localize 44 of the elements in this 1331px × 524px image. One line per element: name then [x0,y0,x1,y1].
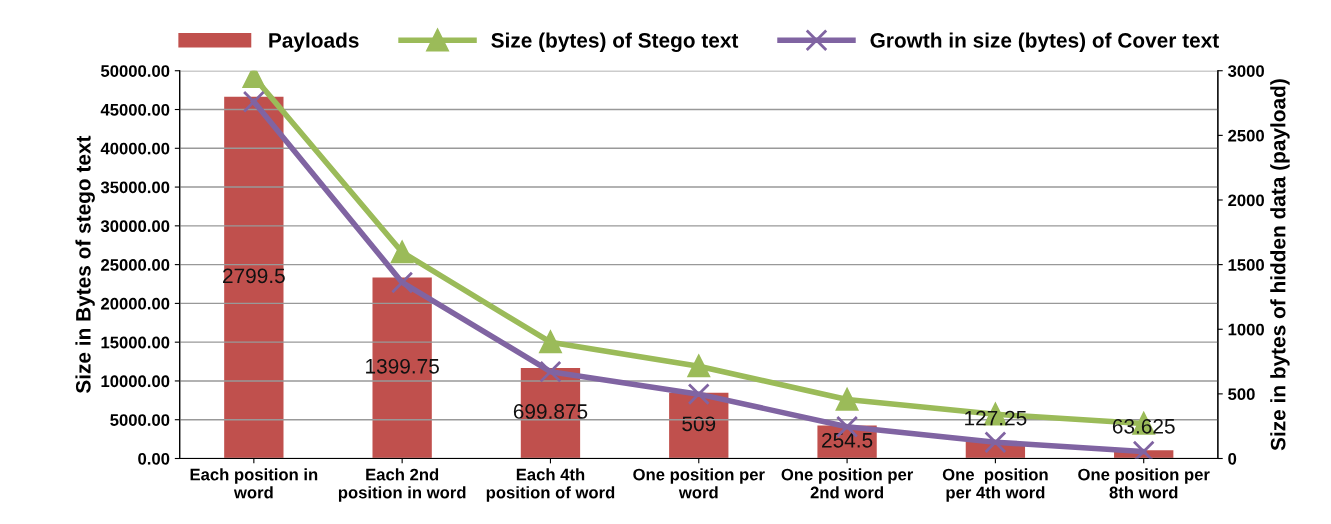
y-tick-label: 50000.00 [100,65,170,77]
point [391,241,414,264]
y-tick-label: 25000.00 [101,259,170,271]
point [1132,440,1155,459]
x-tick-label: One position per 2nd word [781,468,914,499]
data-label: 509 [682,416,716,432]
point [242,70,265,89]
x-tick-label: One position per 4th word [942,468,1048,502]
legend-label: Payloads [269,32,359,52]
x-tick-label: One position per word [633,468,765,499]
point [984,431,1007,454]
legend-label: Size (bytes) of Stego text [491,32,739,52]
y-tick-label: 35000.00 [100,181,170,194]
y2-tick-label: 1500 [1228,259,1264,271]
point [391,271,414,294]
y2-tick-label: 500 [1228,388,1255,401]
y2-tick-label: 2000 [1228,194,1264,207]
y2-tick-label: 0 [1228,452,1237,465]
legend-label: Growth in size (bytes) of Cover text [870,32,1219,52]
bar [224,96,284,459]
x-tick-label: Each position in word [190,468,318,499]
y2-tick-label: 2500 [1228,129,1264,142]
x-tick-label: One position per 8th word [1078,468,1210,499]
y-tick-label: 20000.00 [101,297,170,310]
y-tick-label: 40000.00 [100,142,170,155]
x-tick-label: Each 2nd position in word [338,468,466,502]
y-tick-label: 15000.00 [101,336,170,349]
point [539,331,562,354]
y-tick-label: 30000.00 [100,220,170,233]
y-tick-label: 0.00 [138,452,170,465]
y2-axis-title: Size in bytes of hidden data (payload) [1270,79,1290,451]
point [835,388,859,411]
y-tick-label: 45000.00 [100,103,170,116]
y-tick-label: 5000.00 [110,414,170,426]
y-axis-title: Size in Bytes of stego text [75,135,95,394]
y2-tick-label: 1000 [1228,323,1264,336]
point [242,90,265,113]
point [539,360,562,383]
y2-tick-label: 3000 [1227,65,1264,77]
data-label: 254.5 [822,432,873,448]
y-tick-label: 10000.00 [101,375,170,388]
point [687,383,710,406]
point [687,355,710,378]
x-tick-label: Each 4th position of word [486,468,615,502]
